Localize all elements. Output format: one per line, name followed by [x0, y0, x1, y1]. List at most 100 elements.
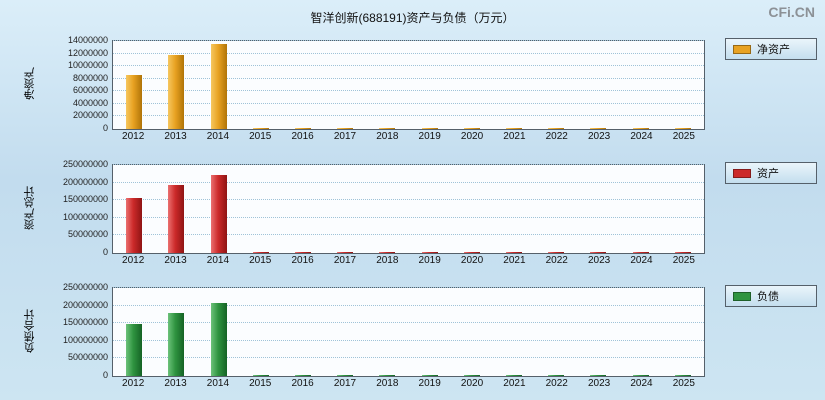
y-tick-label: 4000000	[72, 97, 108, 108]
legend-swatch	[733, 168, 751, 178]
legend-net-assets: 净资产	[725, 38, 817, 60]
y-tick-label: 0	[102, 247, 108, 257]
bar-2013	[168, 185, 185, 253]
x-tick-label: 2016	[291, 255, 314, 266]
bar-2021	[506, 128, 523, 129]
bar-2024	[632, 128, 649, 129]
bar-2017	[337, 375, 354, 376]
x-tick-label: 2012	[122, 131, 145, 142]
gridline	[113, 102, 704, 104]
legend-swatch	[733, 44, 751, 54]
legend-liabilities: 负债	[725, 285, 817, 307]
x-tick-label: 2019	[418, 378, 441, 389]
gridline	[113, 199, 704, 201]
x-tick-label: 2022	[545, 255, 568, 266]
legend-label: 资产	[757, 168, 779, 180]
x-tick-label: 2014	[206, 255, 230, 266]
y-tick-label: 12000000	[67, 47, 108, 58]
y-tick-label: 250000000	[62, 282, 108, 292]
plot-area	[112, 287, 705, 377]
x-tick-label: 2015	[249, 255, 272, 266]
bar-2018	[379, 128, 396, 129]
bar-2015	[252, 128, 269, 129]
gridline	[113, 90, 704, 92]
x-tick-label: 2020	[460, 378, 484, 389]
gridline	[113, 115, 704, 117]
y-tick-label: 150000000	[62, 317, 108, 328]
bar-2012	[126, 197, 143, 253]
x-tick-label: 2016	[291, 131, 314, 142]
x-tick-label: 2022	[545, 131, 568, 142]
bar-2021	[506, 252, 523, 253]
bar-2019	[421, 252, 438, 253]
x-tick-label: 2024	[630, 255, 653, 266]
bar-2017	[337, 252, 354, 253]
x-tick-label: 2024	[630, 131, 653, 142]
cfi-logo: CFi.CN	[768, 4, 815, 20]
x-tick-label: 2020	[460, 131, 484, 142]
y-tick-label: 10000000	[67, 60, 108, 71]
bar-2025	[674, 252, 691, 253]
legend-assets: 资产	[725, 162, 817, 184]
y-tick-label: 50000000	[67, 352, 108, 363]
gridline	[113, 216, 704, 218]
gridline	[113, 287, 704, 288]
y-tick-label: 14000000	[67, 35, 108, 45]
x-tick-label: 2014	[206, 378, 230, 389]
bar-2020	[463, 375, 480, 376]
y-tick-label: 2000000	[72, 110, 108, 121]
x-tick-label: 2013	[164, 378, 187, 389]
y-tick-label: 200000000	[62, 299, 108, 310]
bar-2023	[590, 128, 607, 129]
y-tick-label: 0	[102, 370, 108, 380]
bar-2025	[674, 128, 691, 129]
plot-area	[112, 164, 705, 254]
x-tick-label: 2019	[418, 255, 441, 266]
x-tick-label: 2025	[672, 378, 695, 389]
bar-2025	[674, 375, 691, 376]
bar-2014	[210, 303, 227, 376]
y-tick-label: 250000000	[62, 159, 108, 169]
x-tick-label: 2015	[249, 131, 272, 142]
y-tick-label: 100000000	[62, 334, 108, 345]
bar-2018	[379, 375, 396, 376]
x-axis-ticks: 2012 2013 2014 2015 2016 2017 2018 2019 2020 2021…	[112, 131, 705, 145]
chart-total-assets: 资产总计 0 50000000 100000000 150000000 20000000…	[8, 154, 817, 272]
x-tick-label: 2021	[503, 255, 526, 266]
x-tick-label: 2025	[672, 255, 695, 266]
bar-2016	[294, 375, 311, 376]
bar-2019	[421, 128, 438, 129]
y-tick-label: 150000000	[62, 194, 108, 205]
bar-2019	[421, 375, 438, 376]
bar-2023	[590, 375, 607, 376]
x-tick-label: 2016	[291, 378, 314, 389]
chart-total-liabilities: 负债合计 0 50000000 100000000 150000000 20000000…	[8, 277, 817, 395]
plot-area	[112, 40, 705, 130]
bar-2024	[632, 252, 649, 253]
bar-2022	[548, 252, 565, 253]
x-tick-label: 2021	[503, 131, 526, 142]
x-tick-label: 2018	[376, 131, 399, 142]
gridline	[113, 234, 704, 236]
bar-2012	[126, 323, 143, 376]
x-tick-label: 2020	[460, 255, 484, 266]
y-axis-ticks: 0 2000000 4000000 6000000 8000000 10000000 120…	[8, 35, 108, 133]
x-tick-label: 2012	[122, 255, 145, 266]
bar-2023	[590, 252, 607, 253]
bar-2015	[252, 252, 269, 253]
gridline	[113, 304, 704, 306]
gridline	[113, 65, 704, 67]
bar-2013	[168, 313, 185, 376]
x-tick-label: 2022	[545, 378, 568, 389]
legend-label: 净资产	[757, 44, 790, 56]
y-tick-label: 8000000	[72, 72, 108, 83]
bar-2021	[506, 375, 523, 376]
page-title: 智洋创新(688191)资产与负债（万元）	[310, 11, 515, 25]
y-tick-label: 6000000	[72, 85, 108, 96]
gridline	[113, 357, 704, 359]
bar-2018	[379, 252, 396, 253]
y-tick-label: 200000000	[62, 176, 108, 187]
x-tick-label: 2015	[249, 378, 272, 389]
gridline	[113, 339, 704, 341]
y-tick-label: 50000000	[67, 229, 108, 240]
